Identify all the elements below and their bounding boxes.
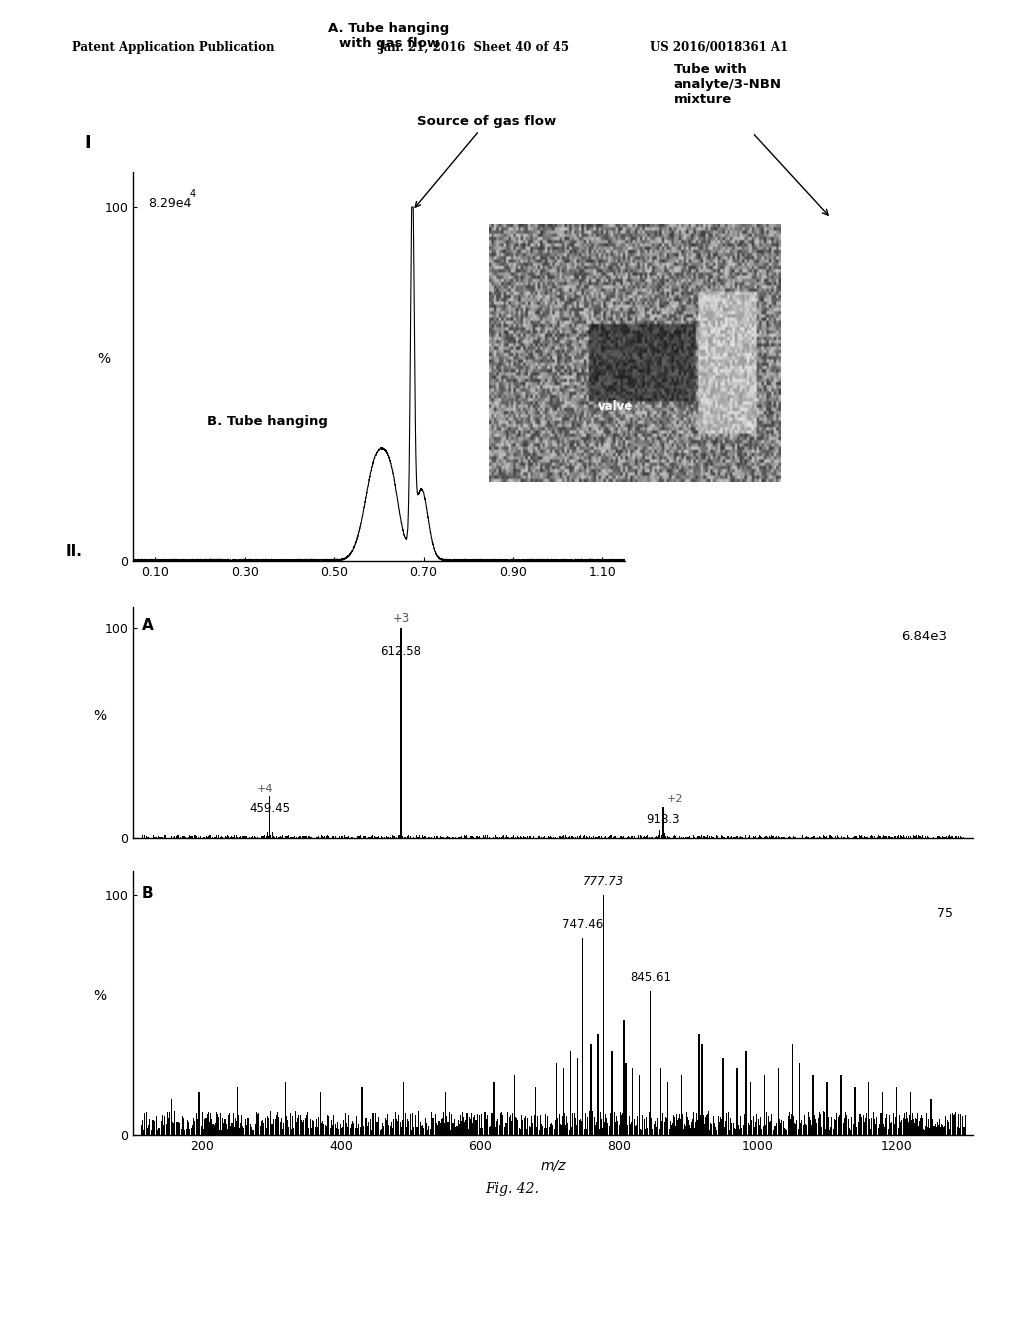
Text: 75: 75 — [937, 907, 953, 920]
Bar — [697, 1035, 699, 1135]
X-axis label: m/z: m/z — [541, 1159, 565, 1172]
Bar — [556, 1063, 557, 1135]
Text: 612.58: 612.58 — [381, 645, 422, 657]
Bar — [826, 1082, 827, 1135]
Bar — [199, 1092, 200, 1135]
Bar — [582, 939, 584, 1135]
Bar — [868, 1082, 869, 1135]
Bar — [625, 1063, 627, 1135]
Bar — [611, 1051, 612, 1135]
Text: Patent Application Publication: Patent Application Publication — [72, 41, 274, 54]
Bar — [319, 1092, 322, 1135]
Y-axis label: %: % — [93, 989, 106, 1003]
Bar — [237, 1088, 238, 1135]
Text: 6.84e3: 6.84e3 — [901, 630, 947, 643]
Text: 459.45: 459.45 — [249, 803, 290, 816]
Bar — [792, 1044, 794, 1135]
Text: +2: +2 — [668, 795, 684, 804]
Text: I: I — [84, 135, 90, 152]
Bar — [736, 1068, 737, 1135]
Text: II.: II. — [66, 544, 83, 560]
Y-axis label: %: % — [97, 352, 111, 367]
Bar — [400, 628, 401, 838]
Bar — [494, 1082, 495, 1135]
Text: Fig. 42.: Fig. 42. — [485, 1183, 539, 1196]
Bar — [444, 1092, 446, 1135]
Bar — [535, 1088, 537, 1135]
Text: A. Tube hanging
with gas flow: A. Tube hanging with gas flow — [328, 22, 450, 50]
Bar — [597, 1035, 599, 1135]
Bar — [882, 1092, 884, 1135]
Bar — [681, 1076, 682, 1135]
Text: Jan. 21, 2016  Sheet 40 of 45: Jan. 21, 2016 Sheet 40 of 45 — [379, 41, 570, 54]
Bar — [171, 1100, 172, 1135]
Text: Source of gas flow: Source of gas flow — [415, 115, 557, 207]
Bar — [778, 1068, 779, 1135]
Bar — [909, 1092, 911, 1135]
Bar — [745, 1051, 746, 1135]
Bar — [663, 807, 664, 838]
Bar — [896, 1088, 897, 1135]
Text: 845.61: 845.61 — [630, 972, 671, 983]
Bar — [799, 1063, 800, 1135]
Text: +3: +3 — [392, 612, 410, 624]
Bar — [269, 796, 270, 838]
Text: 918.3: 918.3 — [646, 813, 680, 826]
Bar — [659, 1068, 662, 1135]
Bar — [764, 1076, 765, 1135]
Bar — [569, 1051, 571, 1135]
Bar — [639, 1076, 640, 1135]
Text: +4: +4 — [257, 784, 273, 795]
Text: B. Tube hanging: B. Tube hanging — [207, 414, 328, 428]
Text: 777.73: 777.73 — [583, 875, 624, 888]
Bar — [285, 1082, 287, 1135]
Bar — [632, 1068, 634, 1135]
Text: B: B — [141, 886, 154, 900]
Bar — [812, 1076, 814, 1135]
Bar — [591, 1044, 592, 1135]
Bar — [514, 1076, 515, 1135]
Text: 747.46: 747.46 — [562, 919, 603, 931]
Text: Tube with
analyte/3-NBN
mixture: Tube with analyte/3-NBN mixture — [674, 62, 781, 106]
Bar — [562, 1068, 564, 1135]
Bar — [722, 1059, 724, 1135]
Bar — [841, 1076, 842, 1135]
Bar — [577, 1059, 578, 1135]
Bar — [623, 1020, 625, 1135]
Text: A: A — [141, 618, 154, 634]
Bar — [750, 1082, 752, 1135]
Text: US 2016/0018361 A1: US 2016/0018361 A1 — [650, 41, 788, 54]
Text: valve: valve — [597, 400, 633, 413]
Bar — [602, 895, 604, 1135]
Bar — [854, 1088, 855, 1135]
Bar — [931, 1100, 932, 1135]
Bar — [667, 1082, 668, 1135]
Text: 4: 4 — [189, 189, 196, 199]
Bar — [701, 1044, 702, 1135]
Bar — [403, 1082, 404, 1135]
Text: 8.29e4: 8.29e4 — [147, 197, 191, 210]
Bar — [361, 1088, 362, 1135]
Y-axis label: %: % — [93, 709, 106, 722]
Bar — [649, 991, 651, 1135]
